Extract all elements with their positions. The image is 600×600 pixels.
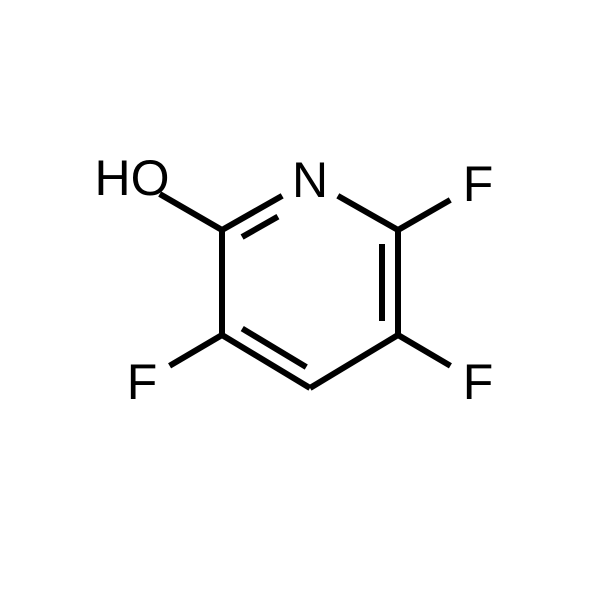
bond-n-c2 — [338, 196, 398, 230]
bond-layer — [0, 0, 600, 600]
atom-fluorine-upper-right: F — [463, 159, 494, 209]
bond-c2-f2 — [398, 200, 450, 230]
bond-c3-f3 — [398, 335, 450, 366]
atom-hydroxyl: HO — [95, 153, 170, 203]
bond-c6-n-inner — [242, 217, 278, 237]
atom-fluorine-lower-left: F — [127, 357, 158, 407]
bond-c5-f5 — [170, 335, 222, 366]
atom-nitrogen: N — [292, 155, 328, 205]
bond-c4-c5-inner — [242, 329, 306, 368]
molecule-figure: N F F F HO — [0, 0, 600, 600]
bond-c6-n — [222, 196, 282, 230]
bond-c3-c4 — [310, 335, 398, 388]
atom-fluorine-lower-right: F — [463, 357, 494, 407]
